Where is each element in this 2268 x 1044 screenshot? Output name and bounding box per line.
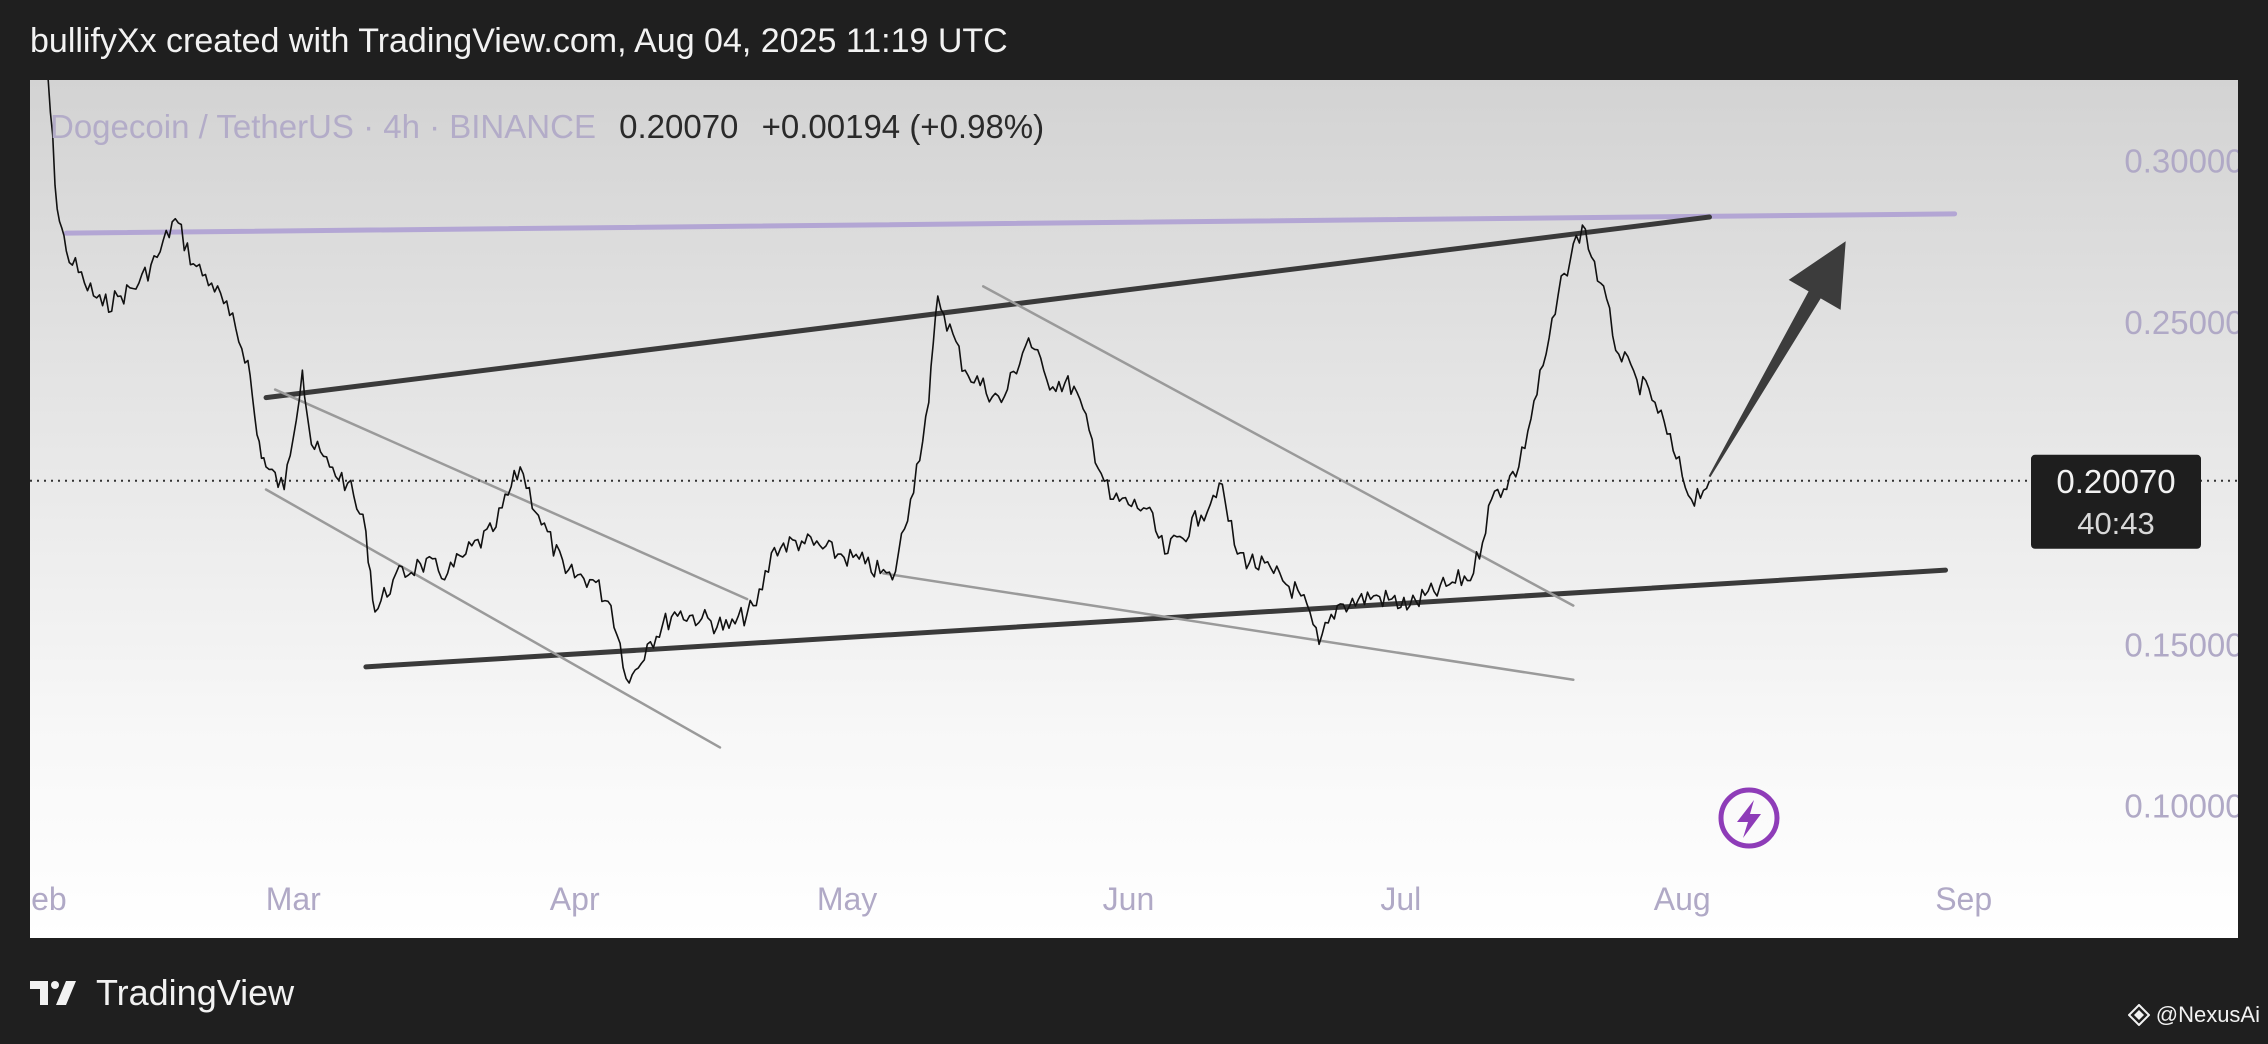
channel-line-3[interactable]	[264, 488, 722, 749]
tv-logo-icon	[30, 981, 76, 1005]
last-price: 0.20070	[619, 108, 739, 145]
x-tick-label: Feb	[30, 881, 67, 917]
x-tick-label: Aug	[1654, 881, 1711, 917]
flash-icon[interactable]	[1718, 787, 1780, 849]
x-tick-label: May	[817, 881, 877, 917]
x-tick-label: Sep	[1935, 881, 1992, 917]
symbol-legend: Dogecoin / TetherUS · 4h · BINANCE 0.200…	[50, 108, 1044, 146]
y-tick-label: 0.10000	[2124, 788, 2238, 825]
trend-line-2[interactable]	[363, 567, 1949, 670]
symbol-name[interactable]: Dogecoin / TetherUS · 4h · BINANCE	[50, 108, 596, 145]
projection-arrow[interactable]	[1708, 241, 1846, 478]
x-tick-label: Apr	[550, 881, 600, 917]
price-tag-box	[2031, 454, 2201, 549]
x-tick-label: Jul	[1380, 881, 1421, 917]
channel-line-4[interactable]	[273, 388, 749, 601]
resistance-line-0[interactable]	[63, 211, 1958, 236]
price-change: +0.00194 (+0.98%)	[761, 108, 1045, 145]
chart-header: bullifyXx created with TradingView.com, …	[30, 22, 1008, 60]
diamond-icon	[2127, 1004, 2150, 1026]
tradingview-brand: TradingView	[96, 972, 295, 1013]
price-tag-value: 0.20070	[2056, 463, 2175, 500]
y-tick-label: 0.30000	[2124, 143, 2238, 180]
trend-line-1[interactable]	[263, 214, 1712, 401]
y-tick-label: 0.25000	[2124, 304, 2238, 341]
channel-line-5[interactable]	[981, 285, 1575, 607]
x-tick-label: Jun	[1103, 881, 1155, 917]
x-tick-label: Mar	[266, 881, 321, 917]
author-credit: @NexusAi	[2127, 1002, 2260, 1028]
chart-panel[interactable]: Feb Mar Apr May Jun Jul Aug Sep 0.30000 0.25000 0.…	[30, 80, 2238, 938]
channel-line-6[interactable]	[882, 572, 1575, 682]
tradingview-logo[interactable]: TradingView	[30, 972, 294, 1014]
y-tick-label: 0.15000	[2124, 626, 2238, 663]
price-series-line[interactable]	[30, 80, 1711, 684]
price-tag-countdown: 40:43	[2077, 506, 2155, 541]
credit-text: @NexusAi	[2155, 1002, 2260, 1027]
price-chart[interactable]: Feb Mar Apr May Jun Jul Aug Sep 0.30000 0.25000 0.…	[30, 80, 2238, 938]
